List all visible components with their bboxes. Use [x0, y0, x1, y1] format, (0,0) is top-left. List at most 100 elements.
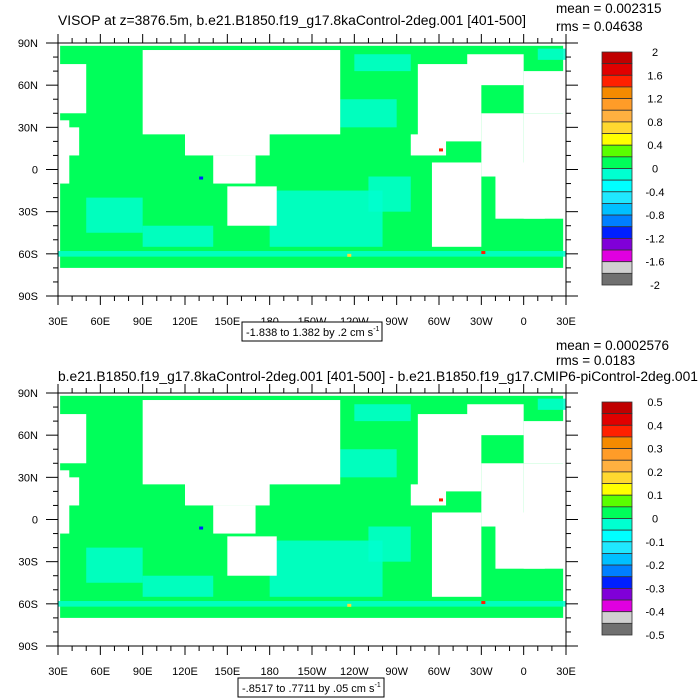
colorbar-box — [601, 611, 633, 624]
field-patch-negative — [368, 176, 411, 212]
y-tick-label: 60S — [18, 599, 38, 611]
colorbar-label: -0.4 — [646, 187, 665, 199]
colorbar-label: -0.5 — [646, 630, 665, 642]
rms-stat: rms = 0.04638 — [556, 19, 643, 34]
x-tick-label: 30E — [556, 316, 576, 328]
land-mask — [213, 155, 256, 184]
field-patch-negative — [537, 398, 566, 410]
colorbar-box — [601, 553, 633, 566]
colorbar-box — [601, 599, 633, 613]
colorbar-box — [601, 424, 633, 438]
colorbar-box — [601, 121, 633, 134]
field-patch-negative — [354, 54, 411, 72]
colorbar-box — [601, 494, 633, 508]
colorbar-box — [601, 541, 633, 554]
x-tick-label: 60E — [91, 666, 111, 678]
colorbar-label: 0.8 — [647, 117, 662, 129]
colorbar-box — [601, 576, 633, 589]
unit-exponent: -1 — [374, 682, 380, 689]
y-tick-label: 90N — [18, 38, 38, 50]
land-mask — [227, 186, 277, 226]
field-extreme-spot — [347, 253, 352, 257]
land-mask — [495, 162, 545, 219]
field-patch-negative — [86, 197, 143, 233]
colorbar-box — [601, 51, 633, 65]
colorbar-label: -1.2 — [646, 233, 665, 245]
x-tick-label: 90E — [133, 316, 153, 328]
land-mask — [185, 463, 270, 506]
x-tick-label: 120E — [172, 316, 198, 328]
map-panel-2: 90N 60N 30N 0 30S 60S 90S 30E 60E 90E 120E 150E 180 1… — [18, 338, 698, 698]
colorbar-label: 0.3 — [647, 444, 662, 456]
x-tick-label: 60W — [428, 666, 451, 678]
contour-info-text: -1.838 to 1.382 by .2 cm s-1 — [246, 326, 380, 339]
x-tick-label: 90W — [385, 316, 408, 328]
mean-stat: mean = 0.0002576 — [556, 338, 669, 353]
colorbar-box — [601, 98, 633, 111]
colorbar-label: 0.4 — [647, 420, 662, 432]
y-tick-label: 60S — [18, 249, 38, 261]
field-patch-negative — [354, 404, 411, 422]
colorbar-box — [601, 226, 633, 239]
land-mask — [58, 470, 70, 534]
field-patch-negative — [340, 449, 397, 478]
x-tick-label: 30W — [470, 316, 493, 328]
colorbar-box — [601, 622, 633, 636]
colorbar-box — [601, 74, 633, 88]
plot-title: b.e21.B1850.f19_g17.8kaControl-2deg.001 … — [58, 369, 698, 384]
contour-info-text: -.8517 to .7711 by .05 cm s-1 — [242, 682, 381, 695]
colorbar-box — [601, 506, 633, 519]
x-tick-label: 30W — [470, 666, 493, 678]
colorbar-box — [601, 588, 633, 601]
field-patch-negative — [58, 601, 566, 607]
land-mask — [227, 536, 277, 576]
colorbar-label: -1.6 — [646, 257, 665, 269]
field-extreme-spot — [439, 498, 443, 502]
contour-info-box — [237, 677, 385, 698]
colorbar-box — [601, 156, 633, 169]
land-mask — [58, 617, 566, 646]
land-mask — [58, 64, 87, 114]
colorbar-label: -0.1 — [646, 537, 665, 549]
field-extreme-spot — [481, 251, 486, 255]
colorbar-label: -0.4 — [646, 607, 665, 619]
x-tick-label: 30E — [48, 316, 68, 328]
land-mask — [431, 162, 482, 247]
plot-title: VISOP at z=3876.5m, b.e21.B1850.f19_g17.… — [58, 13, 526, 28]
map-panel-1: 90N60N30N030S60S90S30E60E90E120E150E1801… — [18, 1, 665, 342]
colorbar-box — [601, 203, 633, 216]
colorbar-label: 0.5 — [647, 397, 662, 409]
x-tick-label: 60W — [428, 316, 451, 328]
colorbar-label: -2 — [650, 280, 660, 292]
colorbar-box — [601, 249, 633, 263]
colorbar-box — [601, 518, 633, 531]
y-tick-label: 90S — [18, 641, 38, 653]
field-patch-negative — [340, 99, 397, 128]
colorbar-box — [601, 413, 633, 426]
colorbar-box — [601, 86, 633, 99]
land-mask — [58, 414, 87, 464]
y-tick-label: 90S — [18, 291, 38, 303]
land-mask — [58, 267, 566, 296]
x-tick-label: 120E — [172, 666, 198, 678]
field-patch-negative — [269, 540, 383, 597]
colorbar-box — [601, 483, 633, 496]
colorbar-label: 1.6 — [647, 70, 662, 82]
colorbar-box — [601, 109, 633, 123]
unit-exponent: -1 — [373, 326, 379, 333]
colorbar-box — [601, 448, 633, 461]
colorbar-label: 0 — [652, 514, 658, 526]
x-tick-label: 0 — [521, 666, 527, 678]
x-tick-label: 60E — [91, 316, 111, 328]
colorbar-label: -0.8 — [646, 210, 665, 222]
colorbar-label: -0.2 — [646, 560, 665, 572]
x-tick-label: 90E — [133, 666, 153, 678]
colorbar-box — [601, 401, 633, 415]
x-tick-label: 150E — [214, 666, 240, 678]
colorbar-box — [601, 529, 633, 543]
field-patch-negative — [368, 526, 411, 562]
contour-info-box — [241, 321, 383, 342]
colorbar-box — [601, 144, 633, 158]
colorbar-box — [601, 179, 633, 193]
